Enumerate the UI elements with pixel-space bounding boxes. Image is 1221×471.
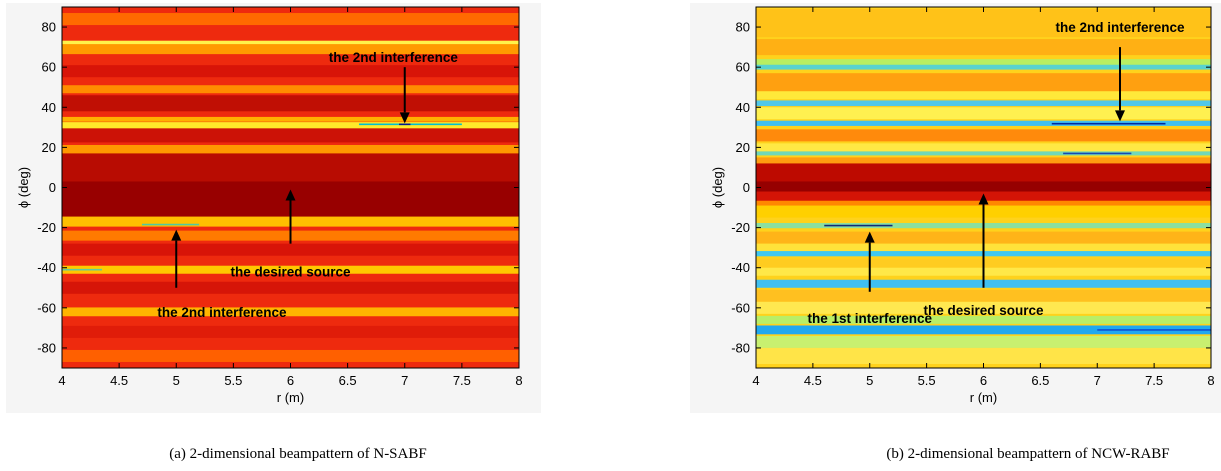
x-tick-label: 4.5 xyxy=(110,373,128,388)
heatmap-band xyxy=(756,100,1211,107)
caption-b: (b) 2-dimensional beampattern of NCW-RAB… xyxy=(886,446,1169,462)
heatmap-band xyxy=(756,39,1211,56)
heatmap-band xyxy=(62,128,519,143)
x-tick-label: 5.5 xyxy=(918,373,936,388)
heatmap-band xyxy=(756,9,1211,38)
x-tick-label: 8 xyxy=(1207,373,1214,388)
heatmap-band xyxy=(62,85,519,94)
y-tick-label: -40 xyxy=(731,260,750,275)
heatmap-band xyxy=(62,122,519,129)
heatmap-band xyxy=(62,349,519,362)
y-tick-label: 60 xyxy=(736,60,750,75)
annotation-label: the 1st interference xyxy=(807,311,932,326)
heatmap-band xyxy=(62,281,519,294)
heatmap-band xyxy=(756,325,1211,335)
caption-a: (a) 2-dimensional beampattern of N-SABF xyxy=(169,446,426,462)
x-axis-label: r (m) xyxy=(277,390,304,405)
heatmap-band xyxy=(62,44,519,55)
heatmap-band xyxy=(756,73,1211,94)
x-tick-label: 5 xyxy=(173,373,180,388)
x-tick-label: 7 xyxy=(1094,373,1101,388)
x-tick-label: 6 xyxy=(287,373,294,388)
heatmap-band xyxy=(62,325,519,338)
x-tick-label: 4 xyxy=(752,373,759,388)
annotation-arrow-head xyxy=(285,189,296,201)
y-axis-label: ϕ (deg) xyxy=(16,167,31,208)
annotation-label: the desired source xyxy=(923,303,1044,318)
y-axis-label: ϕ (deg) xyxy=(710,167,725,208)
x-tick-label: 4 xyxy=(58,373,65,388)
y-tick-label: 80 xyxy=(736,20,750,35)
annotation-arrow-head xyxy=(978,193,989,205)
x-axis-label: r (m) xyxy=(970,390,997,405)
heatmap-band xyxy=(62,95,519,112)
y-tick-label: -60 xyxy=(731,300,750,315)
heatmap-band xyxy=(756,59,1211,68)
annotation-arrow-head xyxy=(399,112,410,124)
x-tick-label: 4.5 xyxy=(804,373,822,388)
annotation-arrow-head xyxy=(1115,110,1125,122)
y-tick-label: 20 xyxy=(42,140,56,155)
heatmap-band xyxy=(756,120,1211,126)
x-tick-label: 5.5 xyxy=(224,373,242,388)
annotation-label: the 2nd interference xyxy=(157,305,287,320)
heatmap-band xyxy=(62,65,519,78)
y-tick-label: -20 xyxy=(731,220,750,235)
heatmap-band xyxy=(62,265,519,274)
annotation-label: the desired source xyxy=(230,265,351,280)
heatmap-band xyxy=(62,243,519,256)
annotation-label: the 2nd interference xyxy=(329,50,459,65)
x-tick-label: 6.5 xyxy=(1031,373,1049,388)
annotation-arrow-head xyxy=(171,229,182,241)
y-tick-label: -80 xyxy=(37,340,56,355)
heatmap-band xyxy=(62,144,519,154)
heatmap-band xyxy=(756,335,1211,348)
heatmap-band xyxy=(756,151,1211,156)
heatmap-band xyxy=(756,289,1211,302)
heatmap-band xyxy=(756,181,1211,194)
heatmap-band xyxy=(62,307,519,317)
annotation-label: the 2nd interference xyxy=(1055,20,1185,35)
heatmap-band xyxy=(756,157,1211,166)
x-tick-label: 6.5 xyxy=(339,373,357,388)
heatmap-band xyxy=(756,64,1211,70)
x-tick-label: 6 xyxy=(980,373,987,388)
heatmap-band xyxy=(62,116,519,122)
x-tick-label: 7 xyxy=(401,373,408,388)
y-tick-label: 80 xyxy=(42,20,56,35)
x-tick-label: 8 xyxy=(515,373,522,388)
y-tick-label: -60 xyxy=(37,300,56,315)
heatmap-band xyxy=(62,153,519,186)
x-tick-label: 7.5 xyxy=(453,373,471,388)
x-tick-label: 5 xyxy=(866,373,873,388)
y-tick-label: 0 xyxy=(49,180,56,195)
y-tick-label: -20 xyxy=(37,220,56,235)
y-tick-label: 40 xyxy=(736,100,750,115)
heatmap-band xyxy=(756,143,1211,152)
heatmap-band xyxy=(62,13,519,26)
annotation-arrow-head xyxy=(864,231,875,243)
heatmap-band xyxy=(756,301,1211,314)
y-tick-label: 60 xyxy=(42,60,56,75)
heatmap-band xyxy=(756,129,1211,142)
y-tick-label: 40 xyxy=(42,100,56,115)
y-tick-label: -80 xyxy=(731,340,750,355)
heatmap-band xyxy=(756,315,1211,324)
panel-b: 4 4.5 5 5.5 6 6.5 7 7.5 8 80 60 40 20 0 -20 -40 -60 -80 r … xyxy=(710,6,1215,405)
heatmap-band xyxy=(756,107,1211,120)
heatmap-band xyxy=(756,347,1211,364)
heatmap-band xyxy=(756,91,1211,100)
y-tick-label: 20 xyxy=(736,140,750,155)
heatmap-a xyxy=(62,7,519,368)
y-tick-label: -40 xyxy=(37,260,56,275)
panel-a: 4 4.5 5 5.5 6 6.5 7 7.5 8 80 60 40 20 0 -20 -40 -60 -80 r … xyxy=(16,6,523,405)
y-tick-label: 0 xyxy=(743,180,750,195)
heatmap-band xyxy=(62,40,519,46)
x-tick-label: 7.5 xyxy=(1145,373,1163,388)
